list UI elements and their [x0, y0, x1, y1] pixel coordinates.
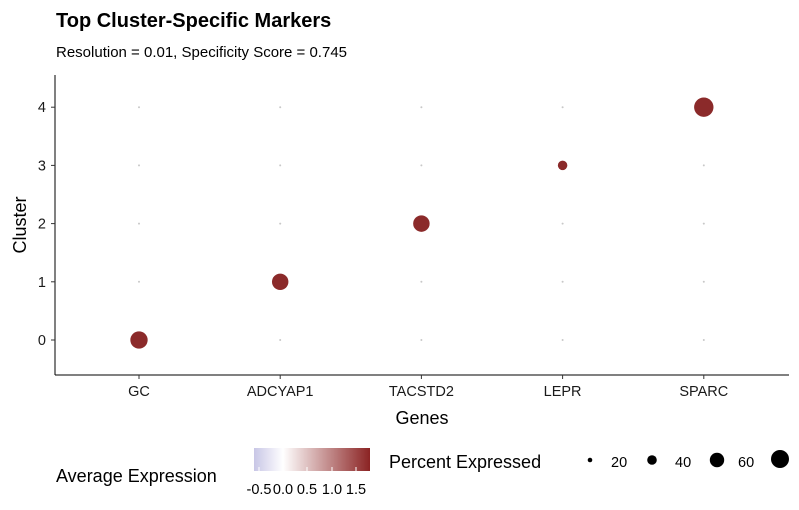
background-dot: [561, 222, 564, 225]
color-legend-labels: -0.5 0.0 0.5 1.0 1.5: [247, 467, 366, 498]
background-dot: [561, 106, 564, 109]
y-tick-label: 1: [38, 275, 46, 291]
color-legend-label: 0.0: [273, 482, 293, 498]
x-tick-label: TACSTD2: [389, 384, 454, 400]
background-dot: [561, 280, 564, 283]
data-point-gc: [130, 331, 148, 349]
background-dot: [138, 222, 140, 225]
color-legend-gradient: [254, 448, 370, 471]
background-dot: [561, 339, 564, 341]
background-dot: [420, 280, 423, 283]
background-dot: [420, 339, 423, 341]
y-axis-title: Cluster: [10, 196, 30, 253]
chart-title: Top Cluster-Specific Markers: [56, 10, 331, 32]
data-point-lepr: [557, 160, 568, 171]
y-tick-label: 0: [38, 333, 46, 349]
background-dot: [702, 222, 705, 225]
data-point-sparc: [694, 97, 714, 117]
data-point-adcyap1: [271, 273, 289, 291]
background-dot: [420, 106, 423, 109]
data-points: [130, 97, 714, 349]
background-dot: [279, 222, 282, 225]
background-dot: [702, 164, 705, 167]
x-tick-label: SPARC: [679, 384, 728, 400]
size-legend-label: 20: [611, 455, 627, 471]
y-tick-label: 3: [38, 158, 46, 174]
background-dot: [702, 280, 705, 283]
color-legend-label: 1.5: [346, 482, 366, 498]
x-tick-label: ADCYAP1: [247, 384, 314, 400]
y-tick-label: 4: [38, 100, 46, 116]
background-dot: [138, 280, 140, 283]
size-legend-label: 60: [738, 455, 754, 471]
background-dot: [279, 339, 282, 341]
y-tick-label: 2: [38, 217, 46, 233]
size-legend-dot: [587, 457, 593, 463]
data-point-tacstd2: [413, 215, 430, 232]
background-dot: [279, 106, 282, 109]
background-dot: [702, 339, 705, 341]
x-tick-label: GC: [128, 384, 150, 400]
color-legend-title: Average Expression: [56, 466, 217, 486]
background-dot: [279, 164, 282, 167]
x-axis-ticks: GC ADCYAP1 TACSTD2 LEPR SPARC: [128, 375, 728, 400]
background-dot: [138, 106, 140, 109]
background-dot: [138, 164, 140, 167]
x-axis-title: Genes: [395, 408, 448, 428]
size-legend-dot: [647, 455, 657, 465]
size-legend-title: Percent Expressed: [389, 452, 541, 472]
color-legend-label: 0.5: [297, 482, 317, 498]
x-tick-label: LEPR: [544, 384, 582, 400]
y-axis-ticks: 0 1 2 3 4: [38, 100, 55, 349]
color-legend-label: 1.0: [322, 482, 342, 498]
size-legend-dot: [771, 450, 789, 468]
chart-subtitle: Resolution = 0.01, Specificity Score = 0…: [56, 44, 347, 61]
size-legend-items: 20 40 60: [587, 450, 789, 471]
size-legend-label: 40: [675, 455, 691, 471]
background-dot: [420, 164, 423, 167]
size-legend-dot: [709, 452, 725, 468]
color-legend-label: -0.5: [247, 482, 272, 498]
